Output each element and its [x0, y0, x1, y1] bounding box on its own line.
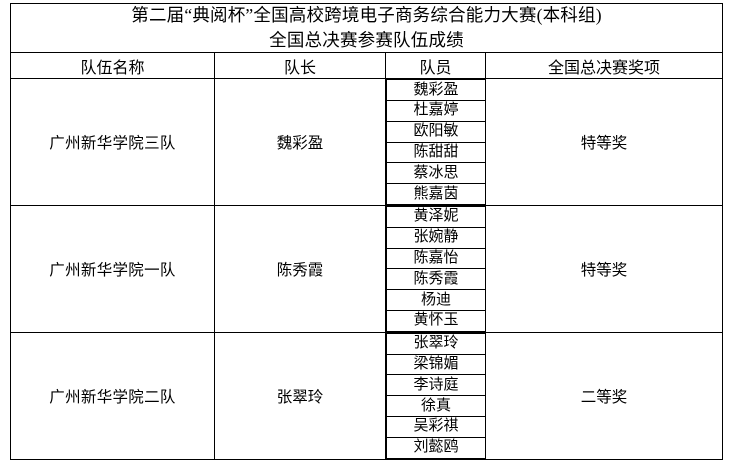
- member-name: 李诗庭: [386, 374, 486, 397]
- member-name: 熊嘉茵: [386, 183, 486, 206]
- member-name: 魏彩盈: [386, 79, 486, 102]
- cell-team-name: 广州新华学院一队: [10, 205, 215, 333]
- title-line-1: 第二届“典阅杯”全国高校跨境电子商务综合能力大赛(本科组): [131, 5, 602, 25]
- member-name: 杜嘉婷: [386, 100, 486, 122]
- members-list: 魏彩盈 杜嘉婷 欧阳敏 陈甜甜 蔡冰思 熊嘉茵: [386, 79, 486, 206]
- cell-members: 黄泽妮 张婉静 陈嘉怡 陈秀霞 杨迪 黄怀玉: [385, 205, 486, 333]
- cell-captain: 张翠玲: [214, 331, 386, 460]
- member-name: 欧阳敏: [386, 120, 486, 143]
- member-name: 吴彩祺: [386, 416, 486, 438]
- column-header-captain: 队长: [214, 52, 386, 80]
- members-list: 张翠玲 梁锦媚 李诗庭 徐真 吴彩祺 刘懿鸥: [386, 332, 486, 459]
- cell-members: 张翠玲 梁锦媚 李诗庭 徐真 吴彩祺 刘懿鸥: [385, 331, 486, 460]
- member-name: 黄泽妮: [386, 206, 486, 228]
- table-header-row: 队伍名称 队长 队员 全国总决赛奖项: [10, 52, 723, 80]
- member-name: 张婉静: [386, 226, 486, 249]
- cell-award: 特等奖: [485, 205, 723, 333]
- member-name: 蔡冰思: [386, 162, 486, 185]
- member-name: 徐真: [386, 395, 486, 417]
- competition-results-table: 第二届“典阅杯”全国高校跨境电子商务综合能力大赛(本科组) 全国总决赛参赛队伍成…: [10, 2, 723, 460]
- cell-team-name: 广州新华学院二队: [10, 331, 215, 460]
- member-name: 梁锦媚: [386, 353, 486, 376]
- title-row: 第二届“典阅杯”全国高校跨境电子商务综合能力大赛(本科组) 全国总决赛参赛队伍成…: [10, 2, 723, 54]
- cell-members: 魏彩盈 杜嘉婷 欧阳敏 陈甜甜 蔡冰思 熊嘉茵: [385, 78, 486, 207]
- member-name: 陈甜甜: [386, 141, 486, 164]
- member-name: 黄怀玉: [386, 310, 486, 332]
- members-list: 黄泽妮 张婉静 陈嘉怡 陈秀霞 杨迪 黄怀玉: [386, 206, 486, 332]
- title-line-2: 全国总决赛参赛队伍成绩: [269, 29, 464, 50]
- column-header-members: 队员: [385, 52, 486, 80]
- member-name: 张翠玲: [386, 332, 486, 355]
- cell-captain: 陈秀霞: [214, 205, 386, 333]
- cell-award: 特等奖: [485, 78, 723, 207]
- column-header-award: 全国总决赛奖项: [485, 52, 723, 80]
- document-title: 第二届“典阅杯”全国高校跨境电子商务综合能力大赛(本科组) 全国总决赛参赛队伍成…: [10, 2, 723, 54]
- member-name: 陈秀霞: [386, 268, 486, 291]
- table-row: 广州新华学院三队 魏彩盈 魏彩盈 杜嘉婷 欧阳敏 陈甜甜 蔡冰思 熊嘉茵: [10, 78, 723, 207]
- cell-team-name: 广州新华学院三队: [10, 78, 215, 207]
- column-header-team-name: 队伍名称: [10, 52, 215, 80]
- member-name: 刘懿鸥: [386, 436, 486, 459]
- cell-captain: 魏彩盈: [214, 78, 386, 207]
- table-row: 广州新华学院二队 张翠玲 张翠玲 梁锦媚 李诗庭 徐真 吴彩祺 刘懿鸥: [10, 331, 723, 460]
- member-name: 陈嘉怡: [386, 247, 486, 270]
- table-row: 广州新华学院一队 陈秀霞 黄泽妮 张婉静 陈嘉怡 陈秀霞 杨迪 黄怀玉: [10, 205, 723, 333]
- cell-award: 二等奖: [485, 331, 723, 460]
- member-name: 杨迪: [386, 289, 486, 312]
